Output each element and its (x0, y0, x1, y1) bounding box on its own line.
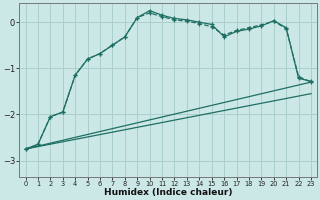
X-axis label: Humidex (Indice chaleur): Humidex (Indice chaleur) (104, 188, 233, 197)
